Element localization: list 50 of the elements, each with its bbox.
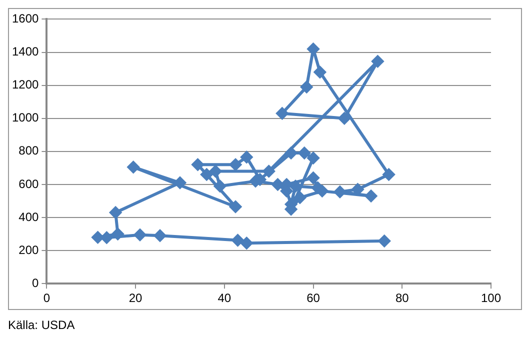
point — [276, 107, 288, 120]
y-tick-label: 400 — [18, 210, 40, 224]
point — [214, 180, 226, 192]
point — [100, 232, 113, 244]
point — [134, 228, 146, 241]
x-tick-label: 20 — [128, 291, 143, 306]
point — [154, 230, 166, 242]
y-tick-label: 1200 — [12, 78, 40, 92]
point — [262, 165, 275, 178]
x-tick-label: 80 — [395, 291, 410, 306]
point — [285, 147, 298, 160]
point — [192, 158, 204, 171]
point — [307, 152, 320, 164]
point — [110, 206, 122, 219]
point — [307, 172, 320, 184]
point — [200, 168, 213, 181]
point — [272, 178, 284, 190]
y-tick-label: 600 — [18, 176, 40, 191]
point — [314, 66, 326, 78]
x-tick-label: 0 — [43, 291, 50, 306]
y-tick-label: 0 — [32, 276, 40, 290]
x-tick-label: 40 — [218, 291, 232, 306]
point — [210, 165, 222, 178]
point — [382, 168, 395, 181]
y-tick-label: 200 — [18, 242, 40, 257]
point — [365, 190, 378, 202]
y-tick-label: 1600 — [12, 12, 40, 26]
point — [294, 192, 306, 204]
point — [372, 55, 384, 68]
point — [230, 158, 242, 171]
point — [307, 42, 320, 55]
point — [290, 180, 302, 192]
y-tick-label: 1000 — [12, 110, 40, 125]
point — [334, 186, 346, 198]
point — [230, 200, 242, 213]
point — [298, 147, 310, 160]
x-tick-label: 100 — [480, 291, 502, 306]
point — [92, 231, 104, 244]
point — [112, 228, 124, 240]
point — [300, 80, 313, 93]
point — [378, 234, 390, 247]
y-tick-label: 800 — [18, 144, 40, 158]
x-tick-label: 60 — [306, 291, 320, 306]
point — [338, 112, 350, 124]
y-tick-label: 1400 — [12, 44, 40, 59]
text: Källa: USDA — [8, 318, 76, 332]
point — [232, 234, 244, 246]
point — [240, 151, 253, 164]
point — [127, 161, 140, 174]
point — [240, 237, 253, 250]
